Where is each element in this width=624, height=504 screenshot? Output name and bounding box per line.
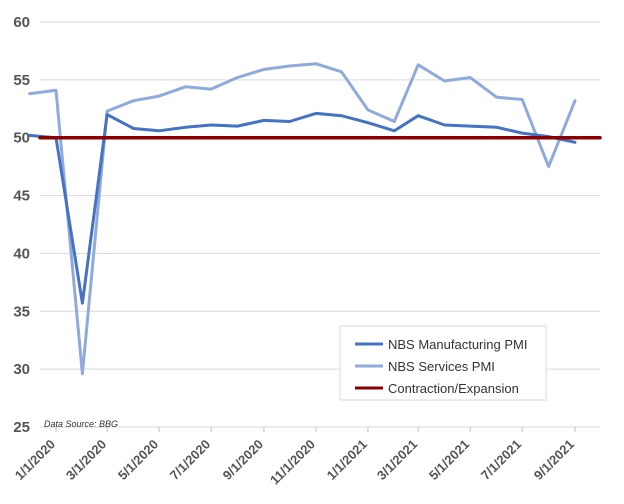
data-source-note: Data Source: BBG [44,419,118,429]
series-line-manufacturing [28,111,577,305]
y-tick-label: 35 [13,303,30,320]
y-tick-label: 60 [13,14,30,31]
y-tick-label: 55 [13,72,30,89]
legend-label-threshold: Contraction/Expansion [388,381,519,396]
legend-label-manufacturing: NBS Manufacturing PMI [388,337,527,352]
series-line-services [28,62,577,376]
y-tick-label: 45 [13,188,30,205]
y-tick-label: 30 [13,361,30,378]
y-axis-ticks: 25 30 35 40 45 50 55 60 [13,14,30,436]
legend-label-services: NBS Services PMI [388,359,495,374]
y-tick-label: 25 [13,419,30,436]
y-tick-label: 40 [13,245,30,262]
plot-area [28,62,602,376]
y-tick-label: 50 [13,130,30,147]
legend: NBS Manufacturing PMI NBS Services PMI C… [339,325,547,401]
